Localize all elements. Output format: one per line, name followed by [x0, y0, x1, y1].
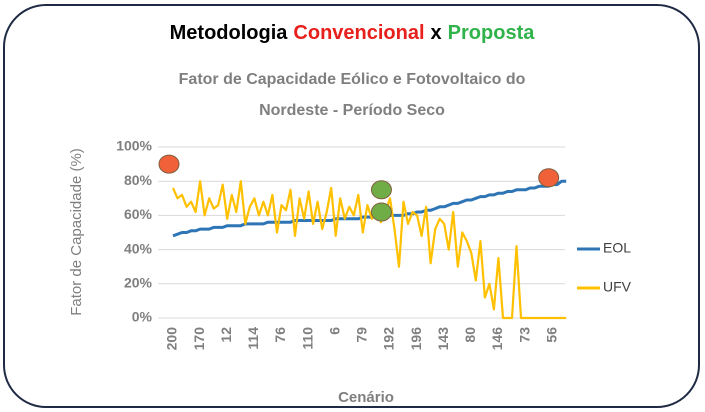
- heading: Metodologia Convencional x Proposta: [170, 22, 536, 44]
- x-tick-label: 73: [516, 327, 532, 343]
- y-tick-label: 60%: [124, 206, 153, 222]
- x-tick-label: 6: [326, 327, 342, 335]
- frame: [3, 4, 700, 408]
- x-tick-label: 79: [354, 327, 370, 343]
- highlight-marker: [370, 180, 392, 200]
- x-tick-label: 110: [299, 327, 315, 350]
- highlight-marker: [538, 168, 560, 188]
- x-tick-label: 200: [164, 327, 180, 351]
- x-tick-label: 170: [191, 327, 207, 351]
- x-tick-label: 76: [272, 327, 288, 343]
- heading-part: Convencional: [293, 22, 424, 44]
- chart-title: Nordeste - Período Seco: [259, 102, 445, 119]
- x-tick-label: 192: [381, 327, 397, 351]
- x-tick-label: 12: [218, 327, 234, 343]
- highlight-marker: [158, 154, 180, 174]
- chart-title: Fator de Capacidade Eólico e Fotovoltaic…: [179, 71, 526, 88]
- x-tick-label: 146: [489, 327, 505, 351]
- series-line: [171, 180, 567, 320]
- heading-part: Proposta: [448, 22, 536, 44]
- y-tick-label: 100%: [116, 138, 152, 154]
- legend-label: UFV: [603, 279, 632, 295]
- y-tick-label: 0%: [132, 309, 153, 325]
- x-tick-label: 143: [435, 327, 451, 351]
- y-tick-label: 80%: [124, 172, 153, 188]
- heading-part: x: [431, 22, 442, 44]
- x-tick-label: 80: [462, 327, 478, 343]
- x-tick-label: 196: [408, 327, 424, 351]
- y-tick-label: 20%: [124, 275, 153, 291]
- heading-part: Metodologia: [170, 22, 289, 44]
- legend-label: EOL: [603, 240, 631, 256]
- y-axis-title: Fator de Capacidade (%): [68, 148, 85, 316]
- x-tick-label: 114: [245, 327, 261, 350]
- y-tick-label: 40%: [124, 240, 153, 256]
- highlight-marker: [370, 202, 392, 222]
- x-axis-title: Cenário: [338, 389, 394, 406]
- series-line: [172, 179, 567, 238]
- x-tick-label: 56: [543, 327, 559, 343]
